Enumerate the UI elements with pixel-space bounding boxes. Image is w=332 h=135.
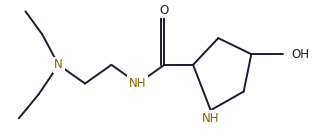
- Text: O: O: [160, 4, 169, 17]
- Text: NH: NH: [202, 112, 219, 125]
- Text: N: N: [54, 58, 63, 71]
- Text: OH: OH: [291, 48, 310, 61]
- Text: NH: NH: [129, 77, 147, 90]
